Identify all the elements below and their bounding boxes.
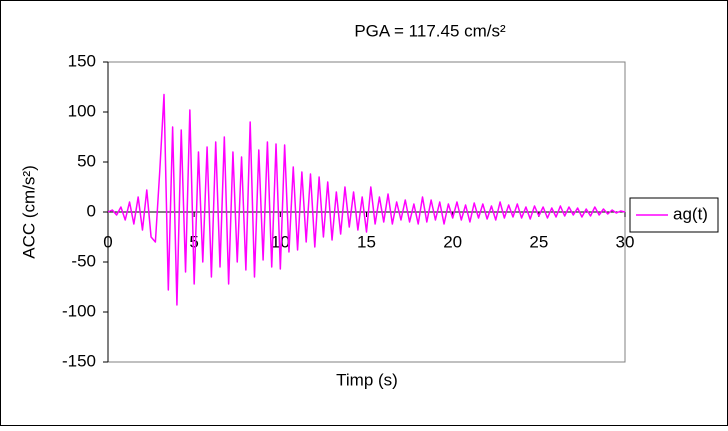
y-axis-label: ACC (cm/s²) xyxy=(19,165,38,258)
y-tick-label: -100 xyxy=(62,301,96,320)
y-tick-label: 100 xyxy=(68,101,96,120)
data-line xyxy=(107,93,626,306)
x-tick-label: 5 xyxy=(189,232,198,251)
x-axis-label: Timp (s) xyxy=(336,370,398,389)
y-tick-label: 50 xyxy=(77,151,96,170)
y-tick-label: 150 xyxy=(68,51,96,70)
x-tick-label: 25 xyxy=(529,232,548,251)
x-tick-label: 10 xyxy=(271,232,290,251)
x-tick-label: 30 xyxy=(616,232,635,251)
x-tick-label: 20 xyxy=(443,232,462,251)
x-tick-label: 15 xyxy=(357,232,376,251)
y-tick-label: -150 xyxy=(62,351,96,370)
y-tick-label: -50 xyxy=(71,251,96,270)
chart-title: PGA = 117.45 cm/s² xyxy=(354,21,506,40)
x-tick-label: 0 xyxy=(103,232,112,251)
y-tick-label: 0 xyxy=(87,201,96,220)
legend-label: ag(t) xyxy=(673,204,708,223)
